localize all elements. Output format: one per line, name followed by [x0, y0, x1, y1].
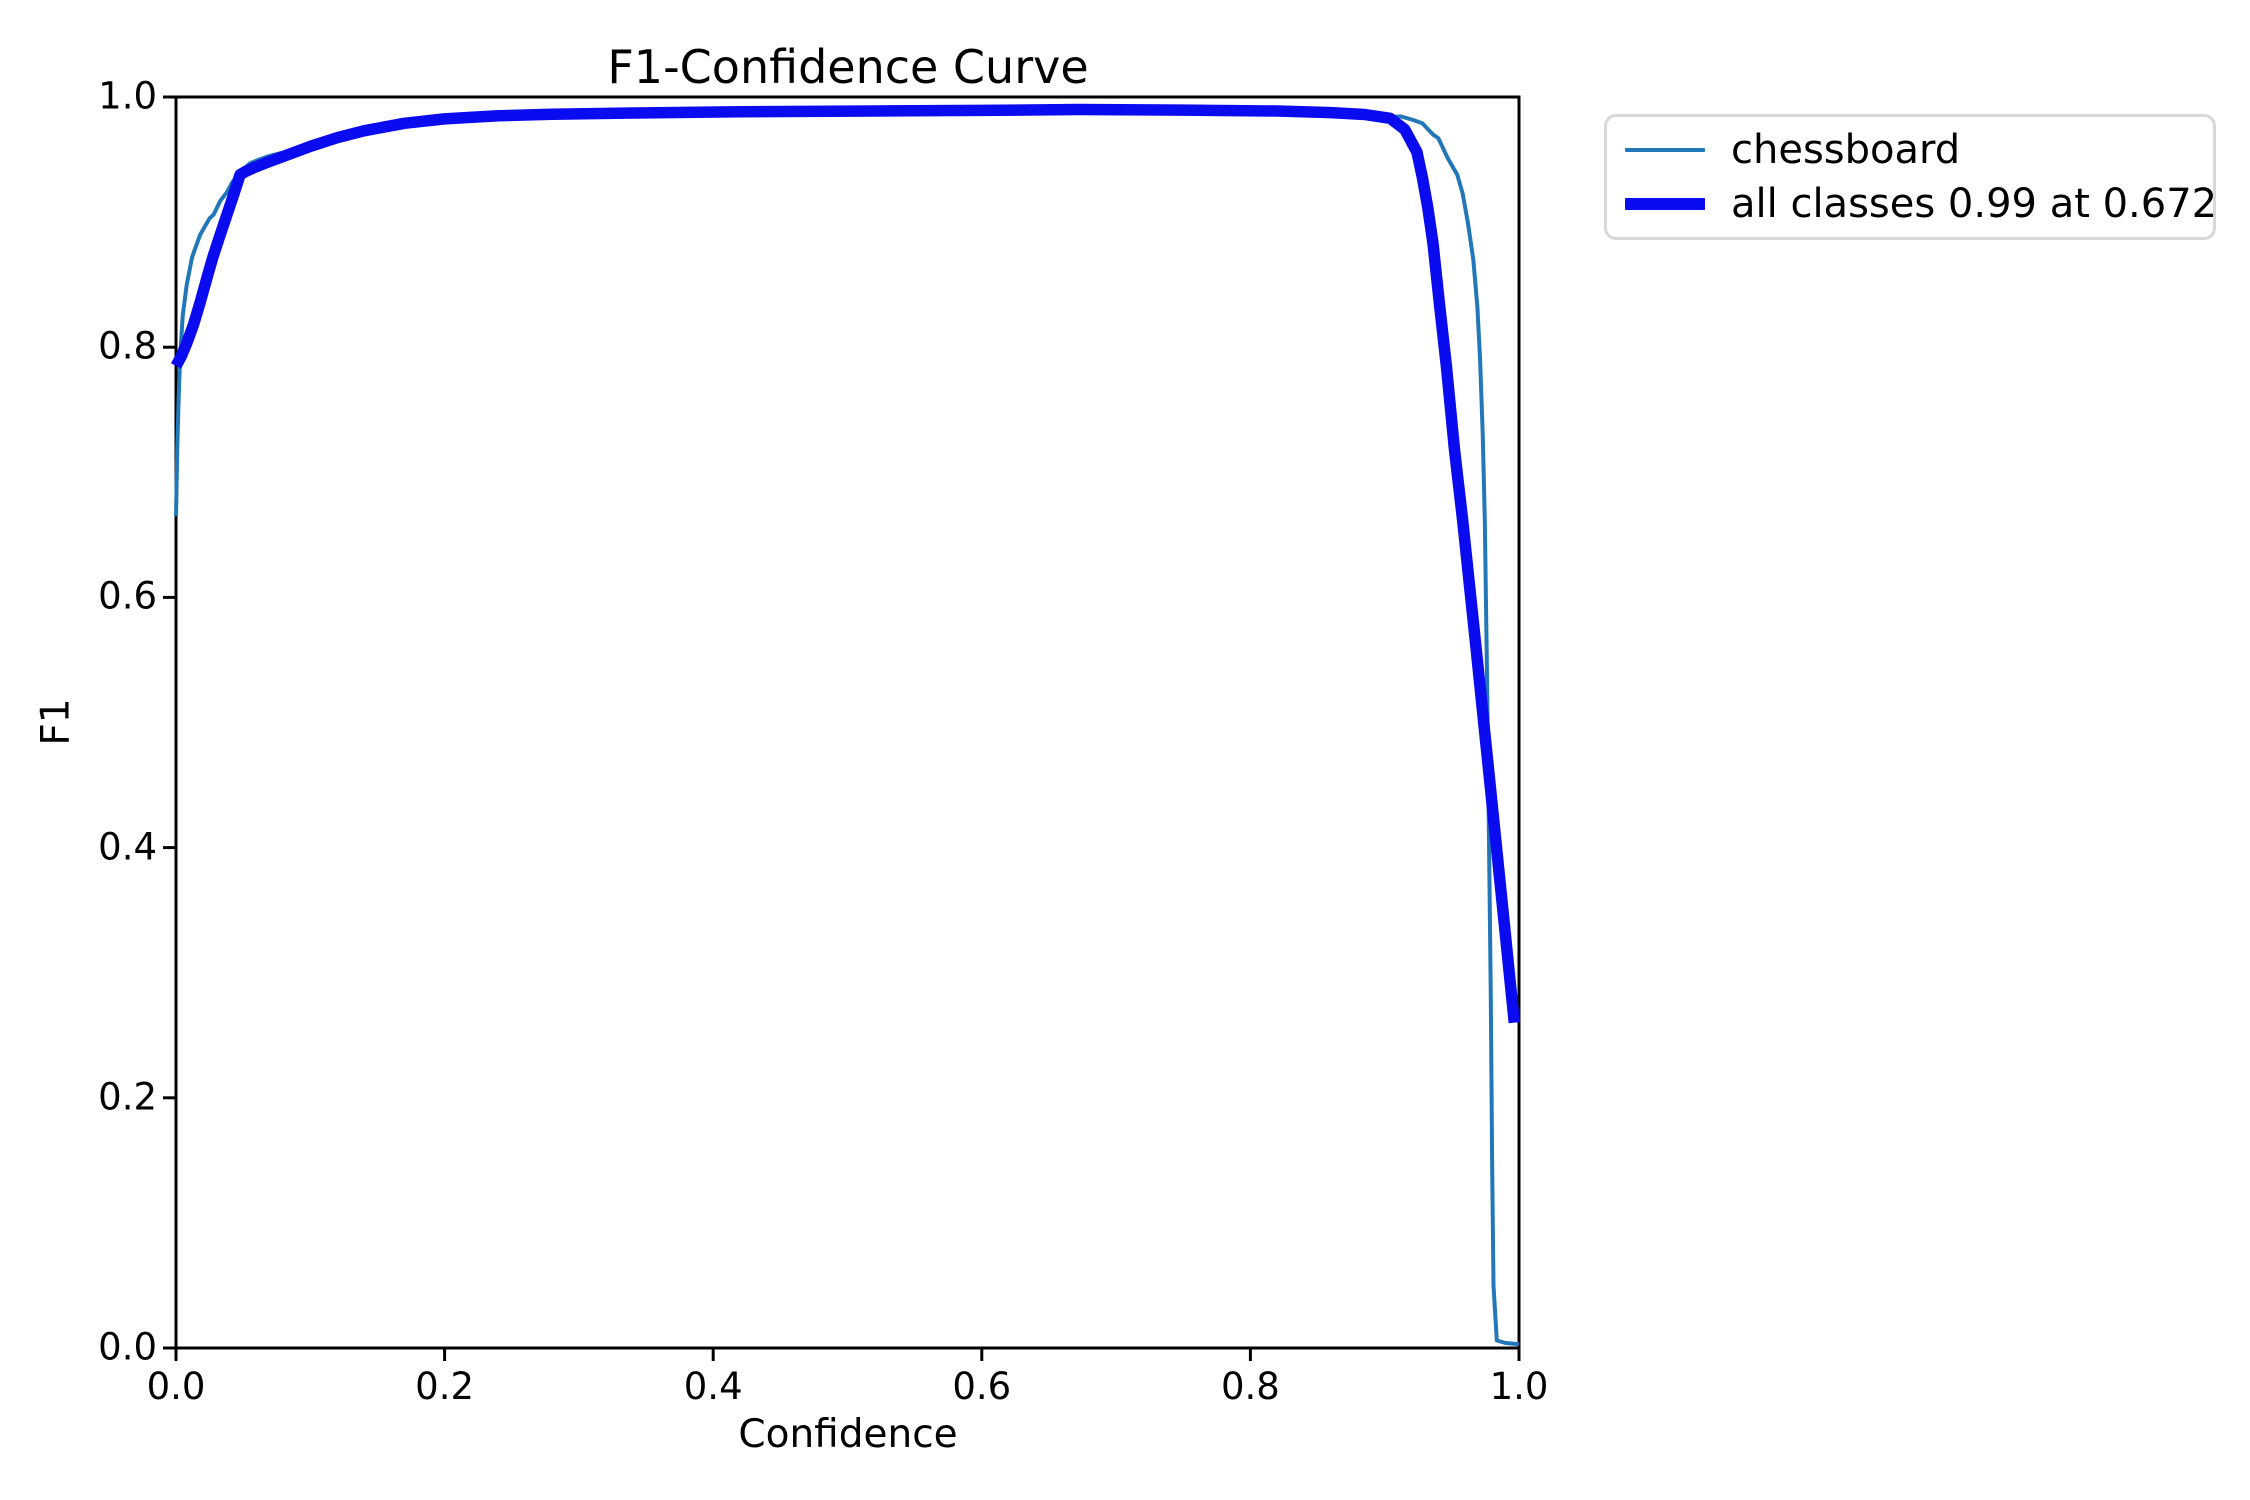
y-tick-label: 0.4: [98, 825, 157, 869]
x-tick-label: 1.0: [1489, 1365, 1549, 1408]
series-line-chessboard: [174, 109, 1520, 1347]
x-tick-label: 0.0: [146, 1365, 206, 1408]
x-tick-label: 0.4: [683, 1365, 743, 1408]
legend-item-label: all classes 0.99 at 0.672: [1731, 181, 2218, 228]
legend-line-sample-icon: [1625, 198, 1705, 211]
y-tick-label: 0.0: [98, 1325, 157, 1369]
legend-item-label: chessboard: [1731, 126, 1961, 173]
x-tick-label: 0.6: [952, 1365, 1012, 1408]
y-axis-label: F1: [33, 698, 79, 746]
x-tick-label: 0.8: [1220, 1365, 1280, 1408]
legend-item: all classes 0.99 at 0.672: [1625, 182, 2217, 226]
axes-spines: [174, 95, 1521, 1350]
chart-title: F1-Confidence Curve: [607, 40, 1089, 94]
legend: chessboard all classes 0.99 at 0.672: [1604, 114, 2217, 240]
x-axis-label: Confidence: [738, 1412, 958, 1457]
y-tick-label: 0.2: [98, 1075, 157, 1119]
legend-item: chessboard: [1625, 128, 2195, 172]
series-line-all-classes: [170, 103, 1521, 1024]
y-tick-label: 0.8: [98, 324, 157, 368]
x-tick-marks: [174, 1348, 1521, 1361]
y-tick-label: 1.0: [98, 74, 157, 118]
x-tick-label: 0.2: [415, 1365, 475, 1408]
y-tick-label: 0.6: [98, 575, 157, 619]
legend-line-sample-icon: [1625, 147, 1705, 152]
y-tick-marks: [163, 95, 176, 1350]
